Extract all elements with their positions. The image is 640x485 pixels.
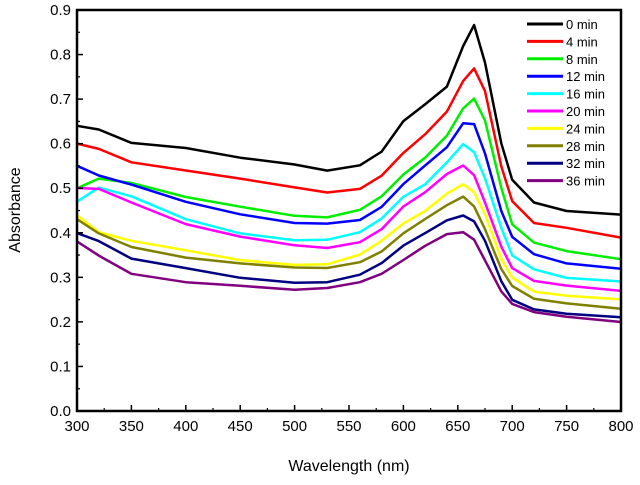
y-tick-label: 0.3: [50, 269, 71, 286]
x-tick-label: 650: [445, 418, 470, 435]
plot-frame: [75, 8, 623, 413]
legend-label: 0 min: [566, 17, 598, 32]
y-tick-label: 0.9: [50, 2, 71, 19]
legend-label: 32 min: [566, 156, 605, 171]
x-tick-label: 350: [119, 418, 144, 435]
series-line-24-min: [76, 183, 622, 301]
x-tick-label: 500: [282, 418, 307, 435]
legend-label: 28 min: [566, 139, 605, 154]
x-tick-label: 750: [554, 418, 579, 435]
legend-label: 24 min: [566, 121, 605, 136]
y-tick-label: 0.6: [50, 136, 71, 153]
y-tick-label: 0.5: [50, 180, 71, 197]
series-line-0-min: [76, 23, 622, 216]
x-tick-label: 600: [391, 418, 416, 435]
series-line-4-min: [76, 67, 622, 239]
x-axis-label: Wavelength (nm): [288, 458, 409, 475]
legend-label: 12 min: [566, 69, 605, 84]
x-tick-label: 700: [500, 418, 525, 435]
series-line-8-min: [76, 97, 622, 261]
axes: 300 350 400 450 500 550 600 650 700 750 800 0.0 0.1 0…: [50, 2, 633, 435]
legend-label: 4 min: [566, 34, 598, 49]
x-tick-label: 800: [608, 418, 633, 435]
legend-label: 20 min: [566, 104, 605, 119]
x-tick-label: 400: [173, 418, 198, 435]
y-axis-label: Absorbance: [7, 167, 24, 252]
legend-label: 16 min: [566, 87, 605, 102]
series-line-16-min: [76, 142, 622, 283]
series-line-28-min: [76, 195, 622, 310]
legend: 0 min 4 min 8 min 12 min 16 min 20 min 24 min 2…: [527, 17, 605, 189]
x-tick-label: 550: [336, 418, 361, 435]
series-line-32-min: [76, 214, 622, 319]
y-tick-label: 0.4: [50, 225, 71, 242]
y-tick-label: 0.8: [50, 47, 71, 64]
x-tick-label: 450: [228, 418, 253, 435]
y-tick-label: 0.1: [50, 358, 71, 375]
y-tick-label: 0.2: [50, 314, 71, 331]
series-layer: [76, 23, 622, 324]
y-tick-label: 0.0: [50, 403, 71, 420]
series-line-12-min: [76, 121, 622, 270]
series-line-36-min: [76, 230, 622, 324]
legend-label: 8 min: [566, 52, 598, 67]
y-tick-label: 0.7: [50, 91, 71, 108]
legend-label: 36 min: [566, 174, 605, 189]
x-tick-label: 300: [64, 418, 89, 435]
series-line-20-min: [76, 164, 622, 293]
